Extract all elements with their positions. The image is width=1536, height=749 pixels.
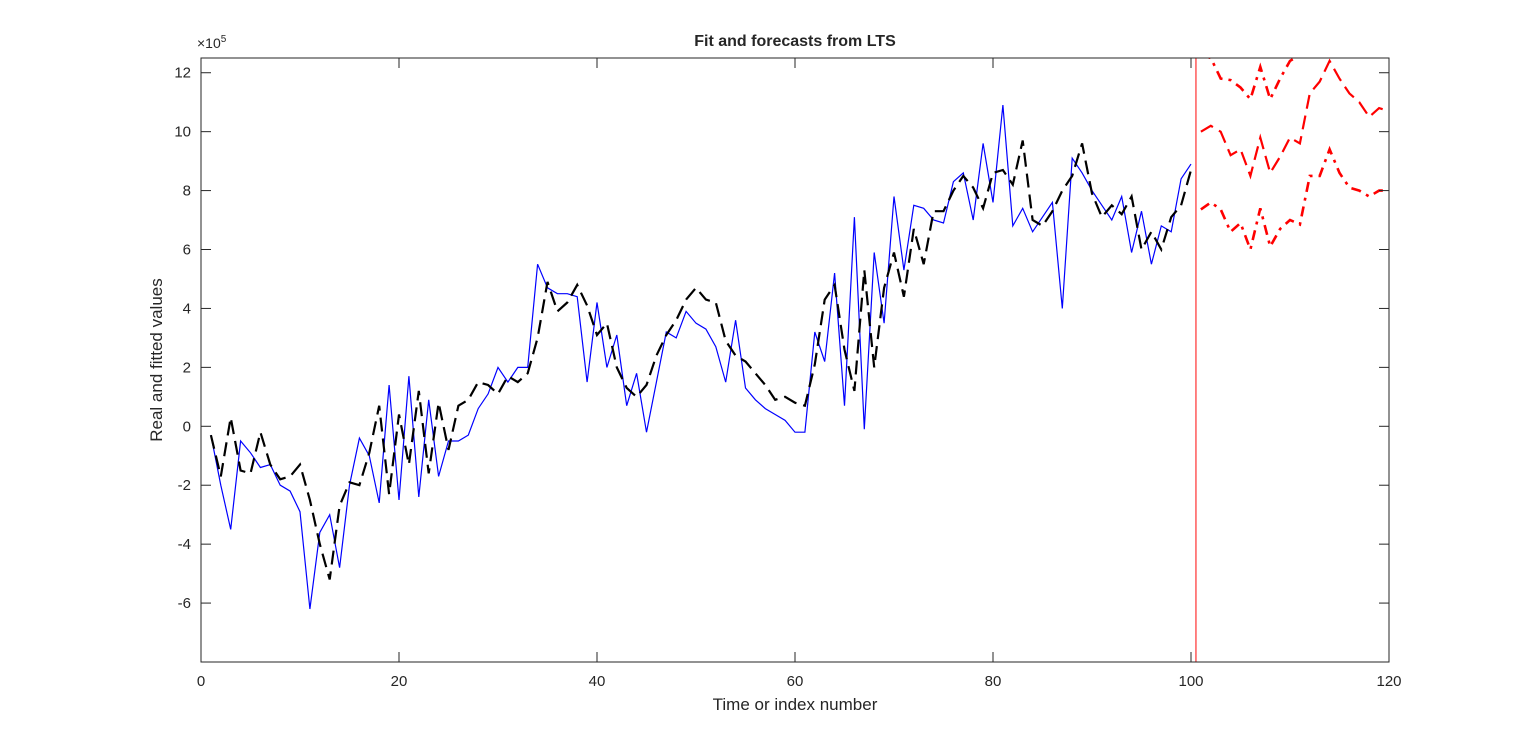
y-exponent-label: ×105	[197, 34, 227, 51]
y-tick-label: 8	[183, 183, 191, 200]
y-tick-label: 12	[174, 65, 191, 82]
x-tick-label: 120	[1376, 673, 1401, 690]
y-axis-label: Real and fitted values	[147, 278, 166, 442]
y-tick-label: 10	[174, 124, 191, 141]
x-tick-label: 40	[589, 673, 606, 690]
y-tick-label: 0	[183, 418, 191, 435]
series-lower-bound	[1200, 145, 1389, 254]
y-tick-label: 6	[183, 242, 191, 259]
y-tick-label: 4	[183, 300, 191, 317]
series-forecast	[1200, 58, 1389, 180]
x-tick-label: 100	[1178, 673, 1203, 690]
x-tick-label: 0	[197, 673, 205, 690]
x-axis-label: Time or index number	[713, 695, 878, 714]
chart-title: Fit and forecasts from LTS	[694, 33, 896, 50]
x-tick-label: 20	[391, 673, 408, 690]
y-tick-label: -6	[178, 595, 191, 612]
x-tick-label: 60	[787, 673, 804, 690]
plot-area	[201, 58, 1389, 662]
y-tick-label: 2	[183, 359, 191, 376]
series-fitted	[209, 140, 1193, 580]
y-tick-label: -4	[178, 536, 191, 553]
y-tick-label: -2	[178, 477, 191, 494]
x-tick-label: 80	[985, 673, 1002, 690]
series-real	[210, 105, 1192, 610]
